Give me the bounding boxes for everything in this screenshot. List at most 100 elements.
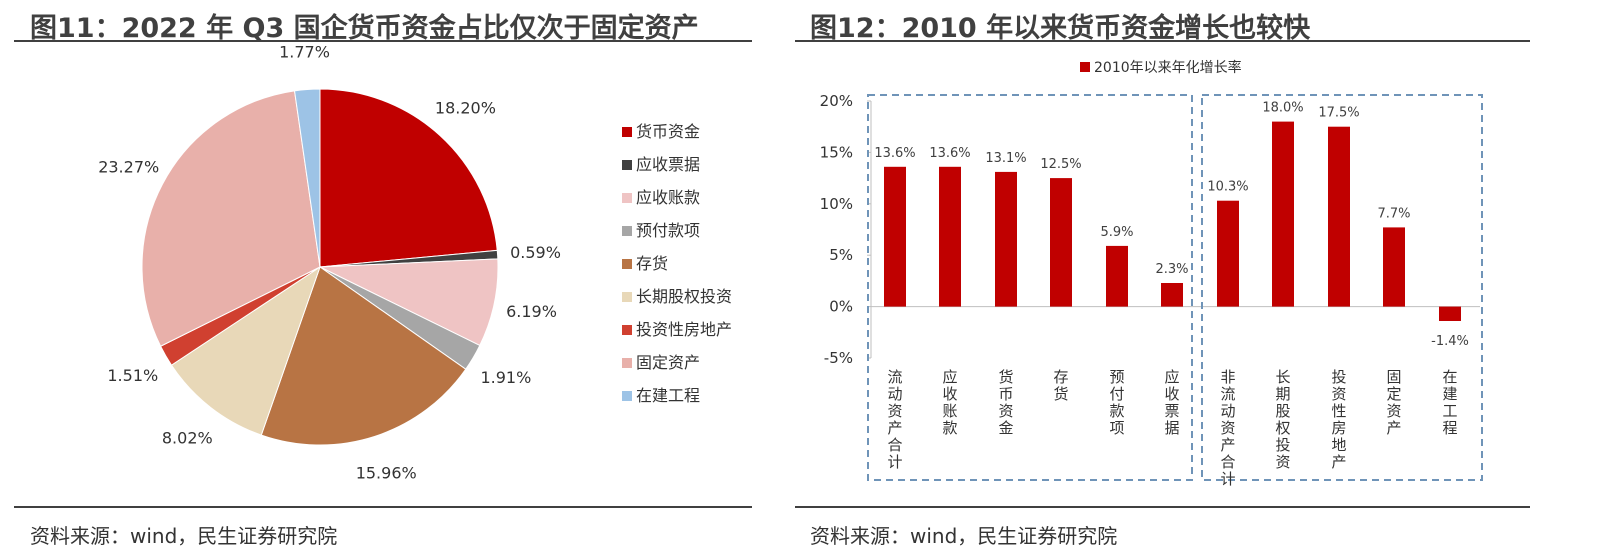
y-tick-label: 0% — [829, 298, 853, 316]
right-source-note: 资料来源：wind，民生证券研究院 — [810, 524, 1118, 548]
x-tick-label-char: 合 — [1220, 453, 1235, 471]
x-tick-label-char: 投 — [1275, 436, 1290, 454]
pie-chart: 18.20% 0.59% 6.19% 1.91% 15.96% 8.02% 1.51% 23.… — [98, 43, 732, 483]
pie-data-label: 23.27% — [98, 158, 159, 177]
right-title-rule — [795, 40, 1530, 42]
x-tick-label-char: 资 — [887, 402, 902, 420]
x-tick-label-char: 货 — [1053, 385, 1068, 403]
legend-swatch — [622, 259, 632, 269]
x-tick-label-char: 账 — [942, 402, 957, 420]
pie-data-label: 18.20% — [435, 98, 496, 117]
x-tick-label-char: 产 — [1220, 436, 1235, 454]
x-tick-label-char: 在 — [1442, 368, 1457, 386]
group-box-noncurrent-assets — [1201, 94, 1483, 481]
pie-data-label: 0.59% — [510, 243, 561, 262]
bar — [939, 166, 961, 307]
left-figure-title: 图11：2022 年 Q3 国企货币资金占比仅次于固定资产 — [30, 13, 699, 44]
x-tick-label-char: 金 — [998, 419, 1013, 437]
x-tick-label-char: 应 — [1164, 368, 1179, 386]
x-tick-label-char: 房 — [1331, 419, 1346, 437]
x-tick-label-char: 票 — [1164, 402, 1179, 420]
legend-label: 2010年以来年化增长率 — [1094, 59, 1242, 76]
x-tick-label-char: 产 — [887, 419, 902, 437]
right-figure-title: 图12：2010 年以来货币资金增长也较快 — [810, 13, 1311, 44]
bar — [884, 166, 906, 307]
legend-swatch — [1080, 62, 1090, 72]
legend-swatch — [622, 127, 632, 137]
group-box-current-assets — [867, 94, 1193, 481]
bar — [1106, 245, 1128, 307]
bar-data-label: 12.5% — [1040, 157, 1081, 172]
legend-label: 存货 — [636, 254, 668, 273]
x-tick-label-char: 动 — [1220, 402, 1235, 420]
x-tick-label-char: 资 — [1331, 385, 1346, 403]
x-tick-label-char: 定 — [1386, 385, 1401, 403]
bar-data-label: 13.6% — [874, 146, 915, 161]
legend-label: 预付款项 — [636, 221, 700, 240]
x-tick-label-char: 地 — [1331, 436, 1346, 454]
x-tick-label-char: 长 — [1275, 368, 1290, 386]
legend-swatch — [622, 226, 632, 236]
x-tick-label-char: 产 — [1386, 419, 1401, 437]
pie-data-label: 6.19% — [506, 302, 557, 321]
y-tick-label: 5% — [829, 246, 853, 264]
x-tick-label-char: 股 — [1275, 402, 1290, 420]
x-tick-label-char: 性 — [1331, 402, 1346, 420]
legend-label: 固定资产 — [636, 353, 700, 372]
pie-data-label: 15.96% — [356, 464, 417, 483]
legend-swatch — [622, 325, 632, 335]
bar-chart: 2010年以来年化增长率20%15%10%5%0%-5%13.6%流动资产合计1… — [820, 59, 1483, 488]
pie-slice — [319, 258, 499, 347]
x-tick-label-char: 预 — [1109, 368, 1124, 386]
legend-label: 长期股权投资 — [636, 287, 732, 306]
legend-swatch — [622, 193, 632, 203]
legend-label: 投资性房地产 — [636, 320, 732, 339]
x-tick-label-char: 期 — [1275, 385, 1290, 403]
x-tick-label-char: 计 — [1220, 470, 1235, 488]
legend-swatch — [622, 160, 632, 170]
left-figure: 图11：2022 年 Q3 国企货币资金占比仅次于固定资产 18.20% 0.59… — [0, 0, 780, 560]
bar-data-label: 5.9% — [1100, 225, 1133, 240]
x-tick-label-char: 应 — [942, 368, 957, 386]
bar-data-label: 7.7% — [1377, 206, 1410, 221]
pie-slice — [170, 265, 321, 436]
x-tick-label-char: 合 — [887, 436, 902, 454]
y-tick-label: -5% — [824, 349, 853, 367]
y-tick-label: 15% — [820, 143, 853, 161]
bar — [1439, 306, 1461, 321]
bar-data-label: 17.5% — [1318, 106, 1359, 121]
left-title-rule — [14, 40, 752, 42]
x-tick-label-char: 流 — [887, 368, 902, 386]
x-tick-label-char: 固 — [1386, 368, 1401, 386]
bar-data-label: 13.1% — [985, 151, 1026, 166]
x-tick-label-char: 付 — [1109, 385, 1124, 403]
bar — [1383, 227, 1405, 307]
bar-data-label: -1.4% — [1431, 334, 1469, 349]
bar — [995, 171, 1017, 307]
bar — [1328, 126, 1350, 307]
pie-slice — [293, 88, 321, 268]
x-tick-label-char: 据 — [1164, 419, 1179, 437]
legend-label: 货币资金 — [636, 122, 700, 141]
left-source-note: 资料来源：wind，民生证券研究院 — [30, 524, 338, 548]
pie-slice — [260, 266, 467, 446]
legend-swatch — [622, 292, 632, 302]
legend-swatch — [622, 358, 632, 368]
bar-data-label: 13.6% — [929, 146, 970, 161]
y-tick-label: 20% — [820, 92, 853, 110]
x-tick-label-char: 工 — [1442, 402, 1457, 420]
x-tick-label-char: 程 — [1442, 419, 1457, 437]
legend-label: 应收账款 — [636, 188, 700, 207]
x-tick-label-char: 动 — [887, 385, 902, 403]
pie-data-label: 8.02% — [162, 428, 213, 447]
pie-slice — [141, 90, 321, 347]
bar-data-label: 10.3% — [1207, 180, 1248, 195]
y-tick-label: 10% — [820, 195, 853, 213]
x-tick-label-char: 非 — [1220, 368, 1235, 386]
x-tick-label-char: 建 — [1442, 385, 1457, 403]
bar — [1217, 200, 1239, 307]
x-tick-label-char: 币 — [998, 385, 1013, 403]
bar-data-label: 2.3% — [1155, 262, 1188, 277]
x-tick-label-char: 投 — [1331, 368, 1346, 386]
pie-data-label: 1.91% — [480, 368, 531, 387]
